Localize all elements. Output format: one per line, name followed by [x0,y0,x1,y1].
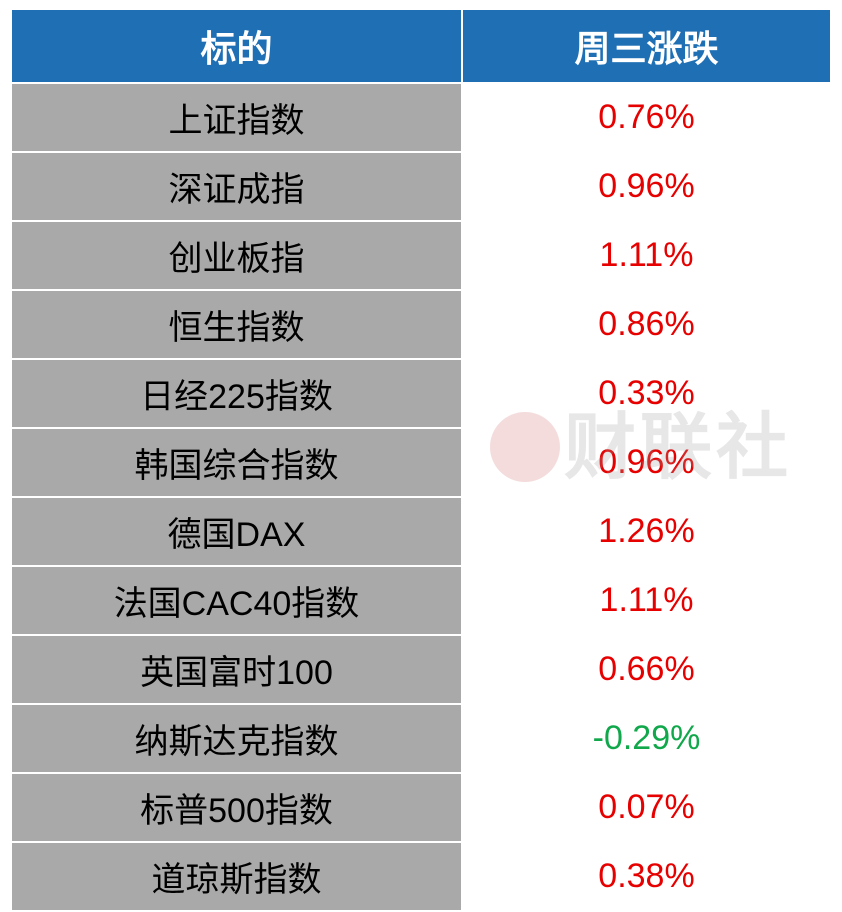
index-change-cell: 1.11% [462,566,831,635]
index-name-cell: 道琼斯指数 [11,842,462,911]
index-change-cell: 0.38% [462,842,831,911]
index-change-cell: 0.66% [462,635,831,704]
table-row: 上证指数0.76% [11,83,831,152]
index-change-cell: -0.29% [462,704,831,773]
table-row: 标普500指数0.07% [11,773,831,842]
index-change-cell: 0.33% [462,359,831,428]
table-row: 纳斯达克指数-0.29% [11,704,831,773]
market-index-table: 标的 周三涨跌 上证指数0.76%深证成指0.96%创业板指1.11%恒生指数0… [10,8,832,912]
index-name-cell: 上证指数 [11,83,462,152]
index-change-cell: 1.11% [462,221,831,290]
index-name-cell: 法国CAC40指数 [11,566,462,635]
table-row: 恒生指数0.86% [11,290,831,359]
index-name-cell: 深证成指 [11,152,462,221]
index-change-cell: 0.96% [462,152,831,221]
table-row: 德国DAX1.26% [11,497,831,566]
table-row: 日经225指数0.33% [11,359,831,428]
index-change-cell: 0.07% [462,773,831,842]
table-header-row: 标的 周三涨跌 [11,9,831,83]
index-name-cell: 标普500指数 [11,773,462,842]
index-name-cell: 德国DAX [11,497,462,566]
table-row: 道琼斯指数0.38% [11,842,831,911]
index-name-cell: 日经225指数 [11,359,462,428]
table-row: 韩国综合指数0.96% [11,428,831,497]
market-index-table-wrap: 财联社 标的 周三涨跌 上证指数0.76%深证成指0.96%创业板指1.11%恒… [10,8,832,912]
table-row: 英国富时1000.66% [11,635,831,704]
index-change-cell: 0.76% [462,83,831,152]
index-change-cell: 0.86% [462,290,831,359]
index-name-cell: 韩国综合指数 [11,428,462,497]
col-header-change: 周三涨跌 [462,9,831,83]
index-change-cell: 1.26% [462,497,831,566]
index-name-cell: 英国富时100 [11,635,462,704]
index-name-cell: 创业板指 [11,221,462,290]
table-row: 深证成指0.96% [11,152,831,221]
col-header-name: 标的 [11,9,462,83]
table-row: 法国CAC40指数1.11% [11,566,831,635]
index-name-cell: 恒生指数 [11,290,462,359]
index-change-cell: 0.96% [462,428,831,497]
table-row: 创业板指1.11% [11,221,831,290]
index-name-cell: 纳斯达克指数 [11,704,462,773]
